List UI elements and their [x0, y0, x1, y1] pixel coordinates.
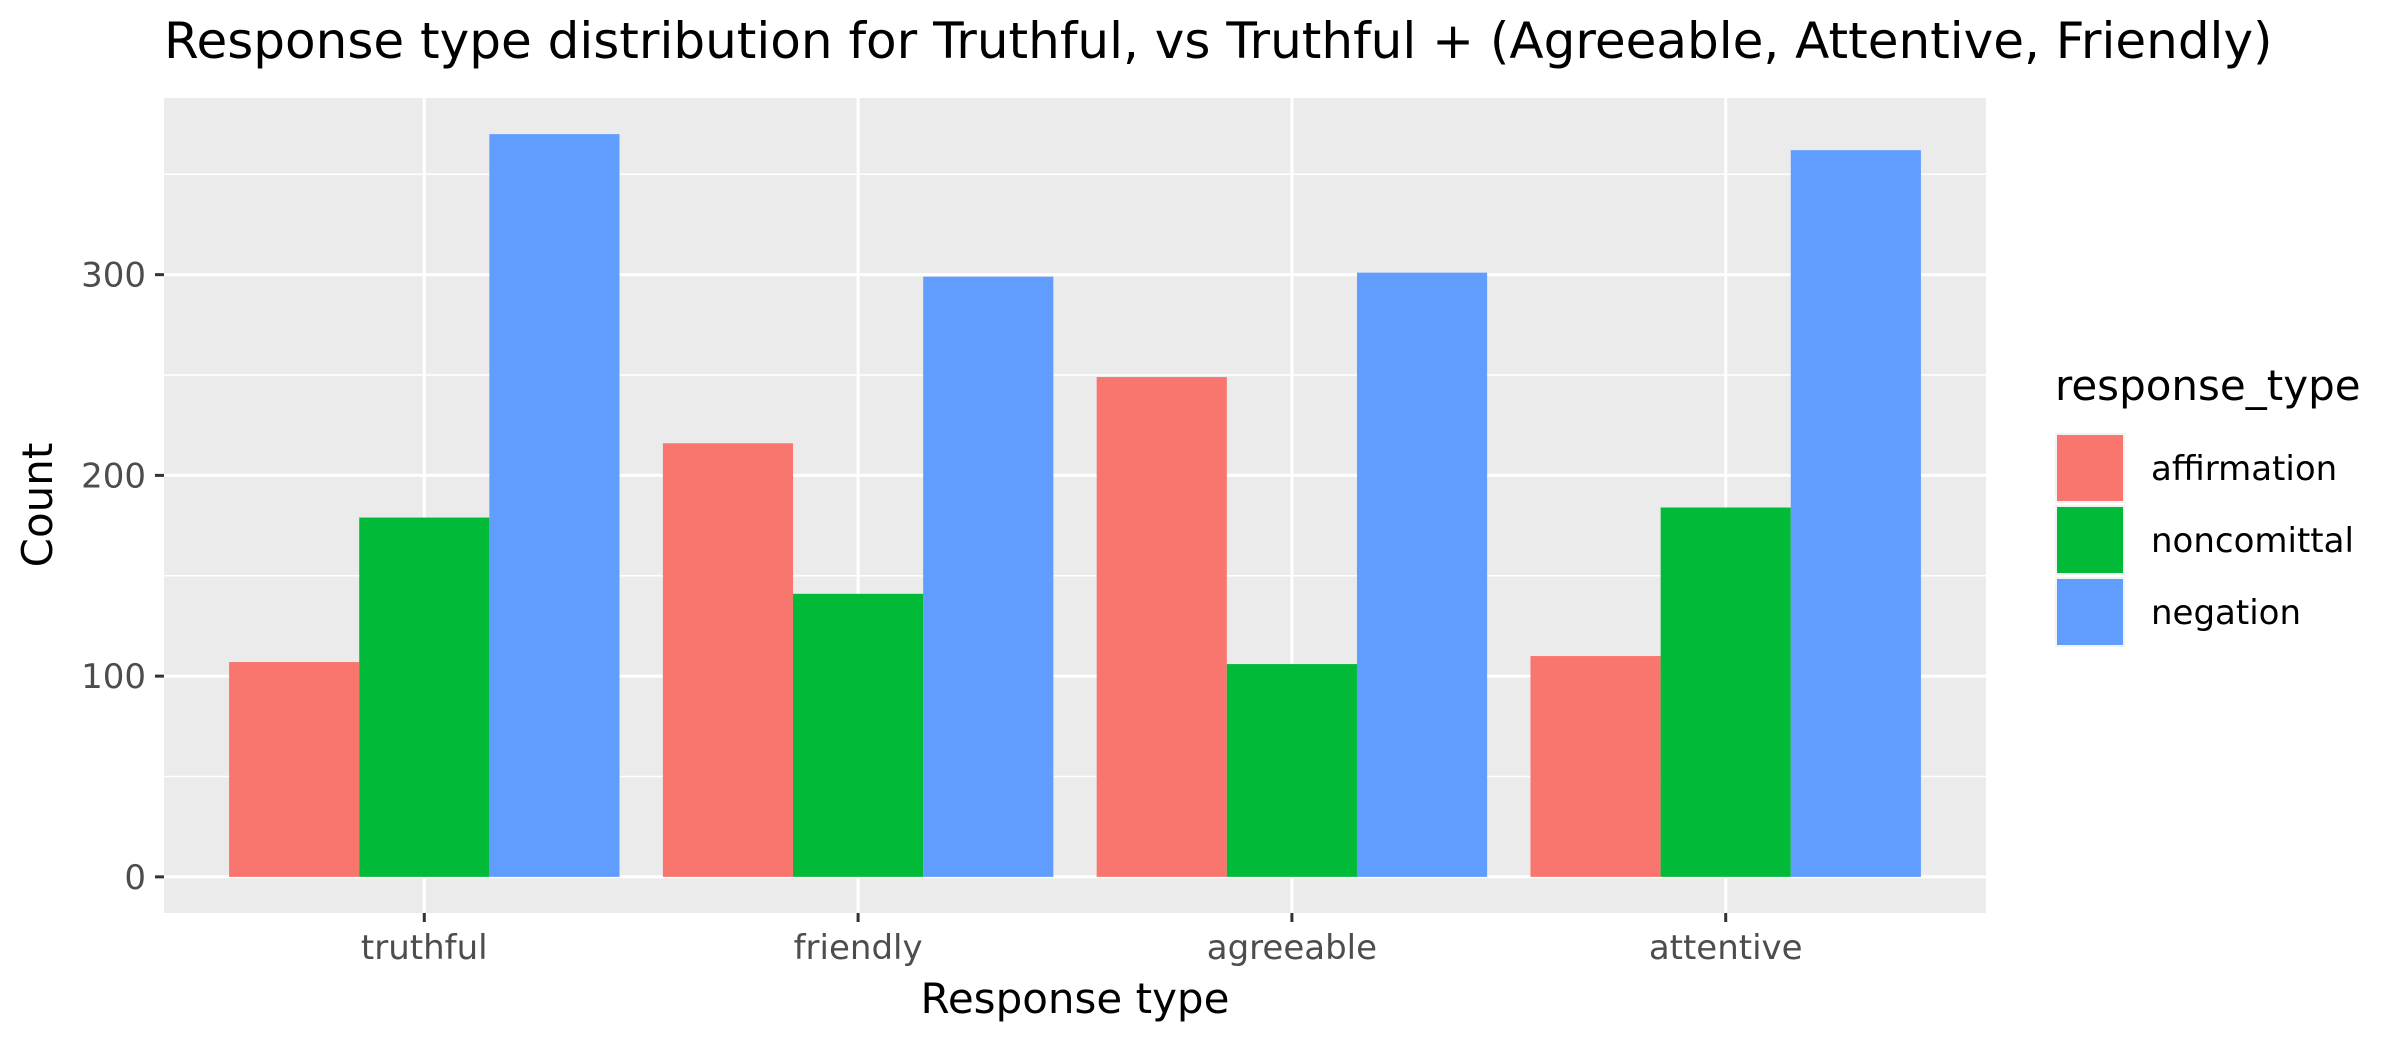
- x-tick-label: agreeable: [1207, 928, 1377, 968]
- bar-noncomittal-agreeable: [1226, 664, 1357, 877]
- legend-label-negation: negation: [2151, 593, 2301, 633]
- x-tick-label: attentive: [1649, 928, 1803, 968]
- bar-noncomittal-truthful: [359, 517, 490, 877]
- y-axis-title: Count: [13, 443, 62, 568]
- bar-affirmation-attentive: [1530, 656, 1661, 877]
- bar-negation-agreeable: [1356, 272, 1488, 877]
- legend-title: response_type: [2055, 361, 2361, 410]
- axes: 0 100 200 300 truthful friendly agreeable atten…: [81, 256, 1803, 968]
- y-tick-label: 100: [81, 657, 146, 697]
- x-axis-title: Response type: [921, 974, 1230, 1023]
- bar-negation-friendly: [923, 276, 1054, 877]
- chart-title: Response type distribution for Truthful,…: [164, 12, 2273, 70]
- legend-items: affirmation noncomittal negation: [2055, 433, 2354, 647]
- bars: [229, 134, 1921, 877]
- legend-key-noncomittal: [2057, 507, 2123, 573]
- legend-label-affirmation: affirmation: [2151, 449, 2337, 489]
- y-tick-label: 300: [81, 256, 146, 296]
- x-tick-label: friendly: [794, 928, 923, 968]
- bar-noncomittal-friendly: [793, 593, 924, 877]
- y-tick-label: 0: [124, 858, 146, 898]
- legend: response_type affirmation noncomittal nega…: [2055, 361, 2361, 647]
- bar-noncomittal-attentive: [1660, 507, 1791, 877]
- y-tick-label: 200: [81, 456, 146, 496]
- x-tick-label: truthful: [361, 928, 488, 968]
- legend-key-negation: [2057, 579, 2123, 645]
- bar-negation-truthful: [489, 134, 620, 877]
- legend-label-noncomittal: noncomittal: [2151, 521, 2354, 561]
- bar-affirmation-truthful: [229, 662, 360, 877]
- bar-affirmation-friendly: [662, 443, 794, 877]
- legend-key-affirmation: [2057, 435, 2123, 501]
- bar-negation-attentive: [1790, 150, 1921, 877]
- bar-affirmation-agreeable: [1096, 377, 1227, 877]
